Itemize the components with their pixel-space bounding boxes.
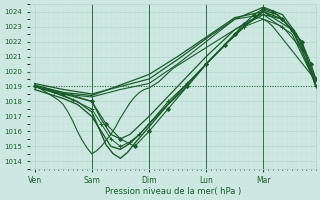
X-axis label: Pression niveau de la mer( hPa ): Pression niveau de la mer( hPa ) <box>105 187 241 196</box>
